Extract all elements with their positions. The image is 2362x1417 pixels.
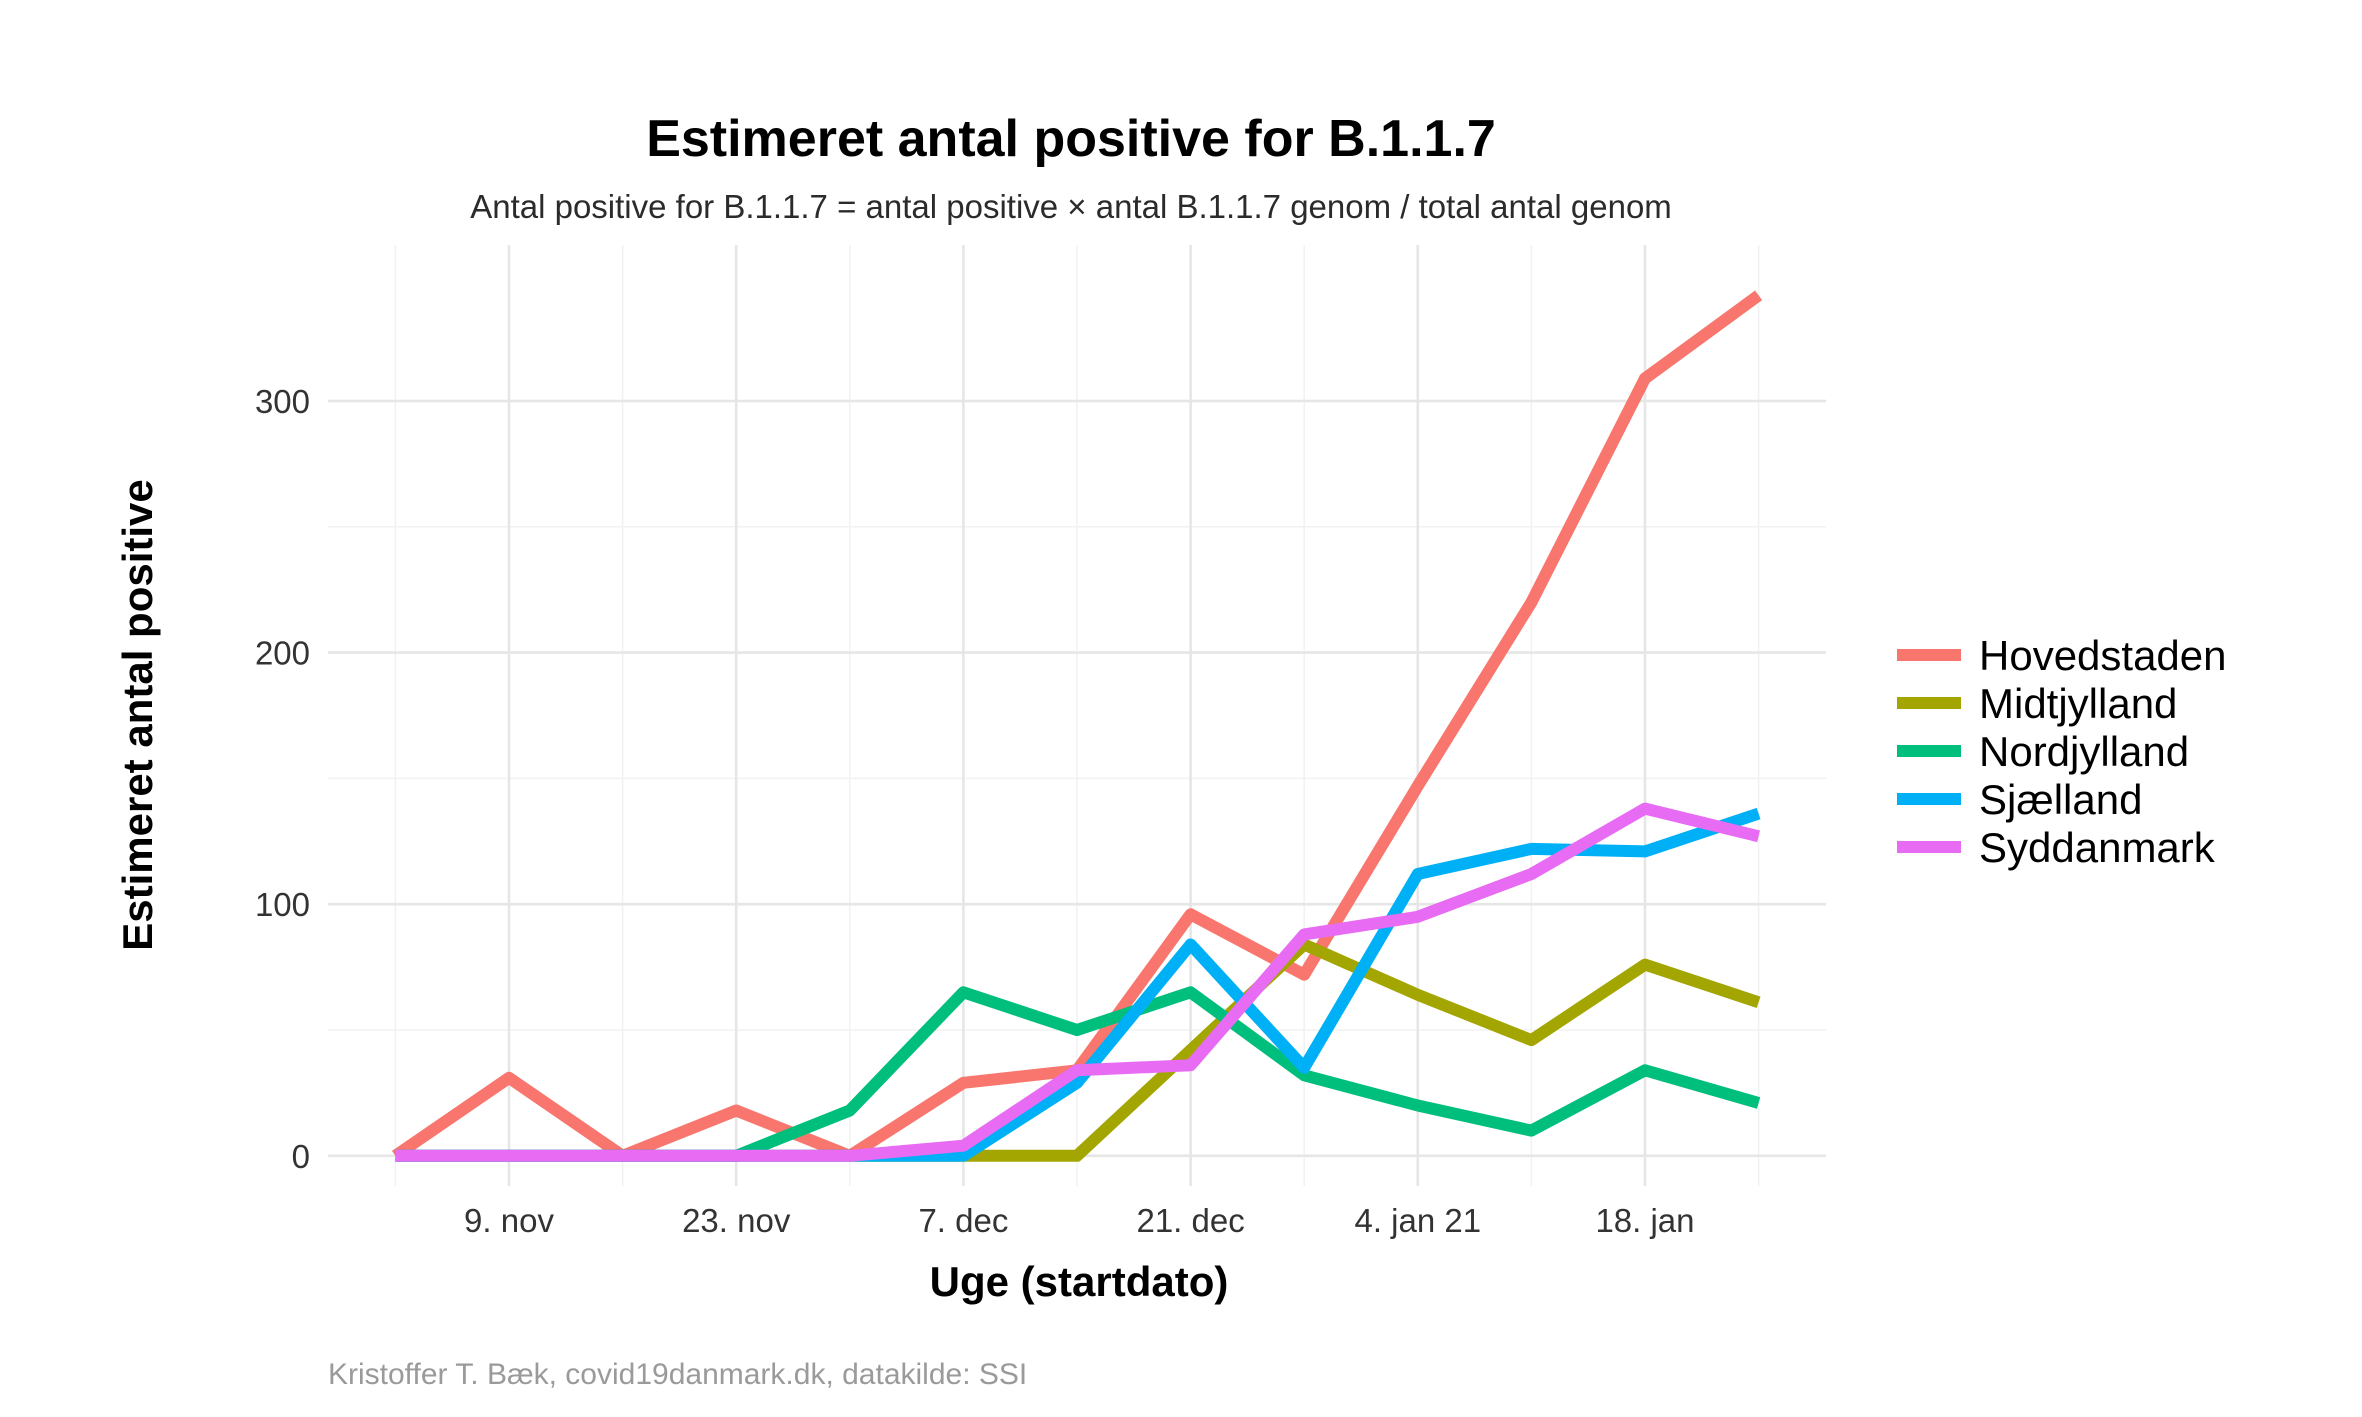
x-tick-label: 18. jan xyxy=(1595,1202,1694,1239)
series-line-syddanmark xyxy=(395,802,1761,1162)
x-axis-title: Uge (startdato) xyxy=(930,1258,1229,1305)
legend-label-midtjylland: Midtjylland xyxy=(1979,680,2177,727)
caption: Kristoffer T. Bæk, covid19danmark.dk, da… xyxy=(328,1358,1027,1391)
gridlines xyxy=(328,245,1826,1186)
x-axis-ticks: 9. nov 23. nov 7. dec 21. dec 4. jan 21 18. j… xyxy=(464,1202,1694,1239)
legend-label-sjælland: Sjælland xyxy=(1979,776,2142,823)
x-tick-label: 4. jan 21 xyxy=(1354,1202,1481,1239)
x-tick-label: 23. nov xyxy=(682,1202,791,1239)
legend-label-nordjylland: Nordjylland xyxy=(1979,728,2189,775)
y-axis-ticks: 0 100 200 300 xyxy=(255,383,310,1175)
y-tick-label: 200 xyxy=(255,635,310,672)
y-axis-title: Estimeret antal positive xyxy=(114,479,161,951)
legend-label-syddanmark: Syddanmark xyxy=(1979,824,2216,871)
chart-subtitle: Antal positive for B.1.1.7 = antal posit… xyxy=(470,188,1672,225)
x-tick-label: 7. dec xyxy=(918,1202,1008,1239)
x-tick-label: 21. dec xyxy=(1136,1202,1244,1239)
series-lines xyxy=(392,290,1763,1162)
legend: HovedstadenMidtjyllandNordjyllandSjællan… xyxy=(1897,632,2227,871)
chart-title: Estimeret antal positive for B.1.1.7 xyxy=(646,110,1496,168)
y-tick-label: 0 xyxy=(292,1138,310,1175)
legend-label-hovedstaden: Hovedstaden xyxy=(1979,632,2227,679)
y-tick-label: 300 xyxy=(255,383,310,420)
x-tick-label: 9. nov xyxy=(464,1202,554,1239)
y-tick-label: 100 xyxy=(255,886,310,923)
